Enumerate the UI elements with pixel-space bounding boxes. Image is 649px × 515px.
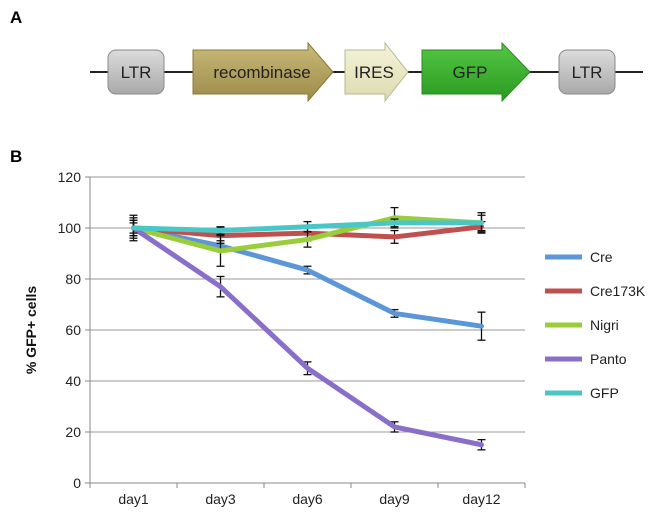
series-line	[131, 220, 484, 234]
series-panto	[129, 217, 486, 451]
y-tick-label: 40	[65, 373, 81, 389]
series-line	[131, 225, 484, 329]
y-tick-label: 20	[65, 424, 81, 440]
recombinase-arrow	[192, 41, 334, 103]
gfp-label: GFP	[453, 63, 488, 82]
panel-b-label: B	[10, 147, 23, 166]
x-tick-label: day3	[205, 491, 236, 507]
x-tick-label: day6	[292, 491, 323, 507]
ltr-left-label: LTR	[121, 63, 152, 82]
y-tick-label: 80	[65, 271, 81, 287]
ltr-left-box	[107, 49, 165, 95]
ltr-right-label: LTR	[572, 63, 603, 82]
ires-arrow	[344, 41, 409, 103]
y-tick-label: 0	[73, 475, 81, 491]
x-tick-labels: day1 day3 day6 day9 day12	[118, 491, 500, 507]
legend-entry: GFP	[590, 385, 619, 401]
x-tick-label: day9	[379, 491, 410, 507]
legend-entry: Cre173K	[590, 283, 646, 299]
vector-construct-diagram: LTR recombinase IRES GFP LTR	[90, 41, 643, 103]
recombinase-label: recombinase	[213, 63, 310, 82]
panel-a-label: A	[10, 8, 23, 27]
ires-label: IRES	[354, 63, 394, 82]
axes	[85, 176, 526, 488]
gfp-arrow	[421, 41, 531, 103]
x-tick-label: day12	[462, 491, 500, 507]
ltr-right-box	[558, 49, 616, 95]
x-tick-label: day1	[118, 491, 149, 507]
y-axis-label: % GFP+ cells	[23, 286, 39, 375]
y-tick-label: 120	[58, 169, 82, 185]
grid-lines	[90, 176, 525, 433]
series-gfp	[129, 214, 486, 236]
y-tick-labels: 0 20 40 60 80 100 120	[58, 169, 82, 491]
series-line	[131, 225, 484, 448]
legend-entry: Panto	[590, 351, 627, 367]
series-lines	[129, 206, 486, 451]
legend-entry: Nigri	[590, 317, 619, 333]
legend: Cre Cre173K Nigri Panto GFP	[545, 249, 646, 401]
legend-entry: Cre	[590, 249, 613, 265]
series-line	[131, 215, 484, 254]
y-tick-label: 100	[58, 220, 82, 236]
y-tick-label: 60	[65, 322, 81, 338]
